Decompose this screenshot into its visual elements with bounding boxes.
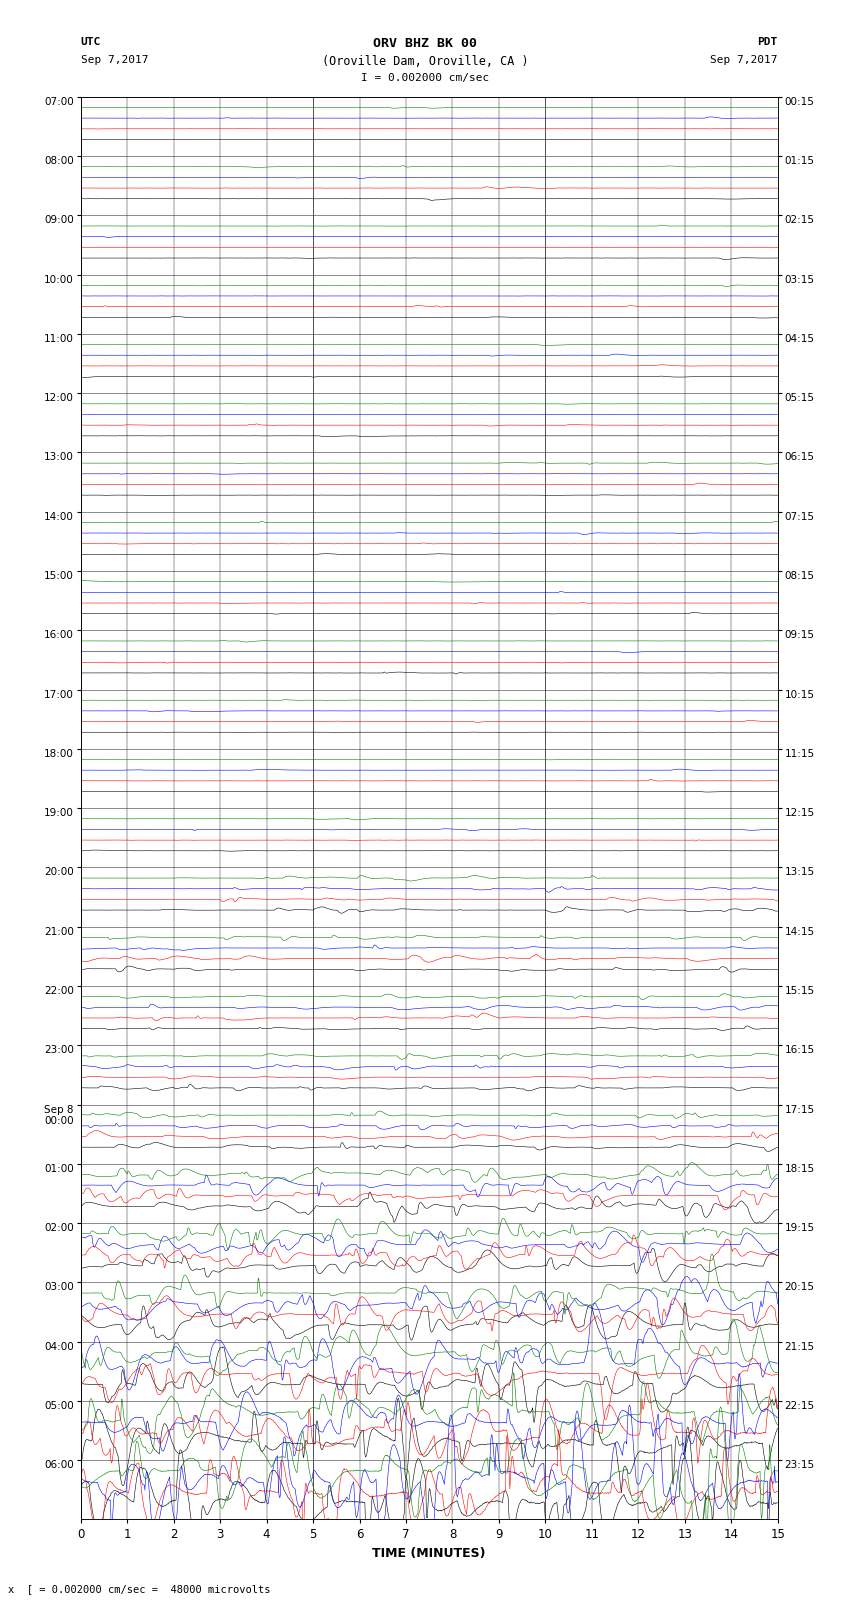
Text: x  [ = 0.002000 cm/sec =  48000 microvolts: x [ = 0.002000 cm/sec = 48000 microvolts [8, 1584, 271, 1594]
Text: Sep 7,2017: Sep 7,2017 [711, 55, 778, 65]
Text: PDT: PDT [757, 37, 778, 47]
Text: UTC: UTC [81, 37, 101, 47]
Text: ORV BHZ BK 00: ORV BHZ BK 00 [373, 37, 477, 50]
X-axis label: TIME (MINUTES): TIME (MINUTES) [372, 1547, 486, 1560]
Text: (Oroville Dam, Oroville, CA ): (Oroville Dam, Oroville, CA ) [321, 55, 529, 68]
Text: I = 0.002000 cm/sec: I = 0.002000 cm/sec [361, 73, 489, 82]
Text: Sep 7,2017: Sep 7,2017 [81, 55, 148, 65]
